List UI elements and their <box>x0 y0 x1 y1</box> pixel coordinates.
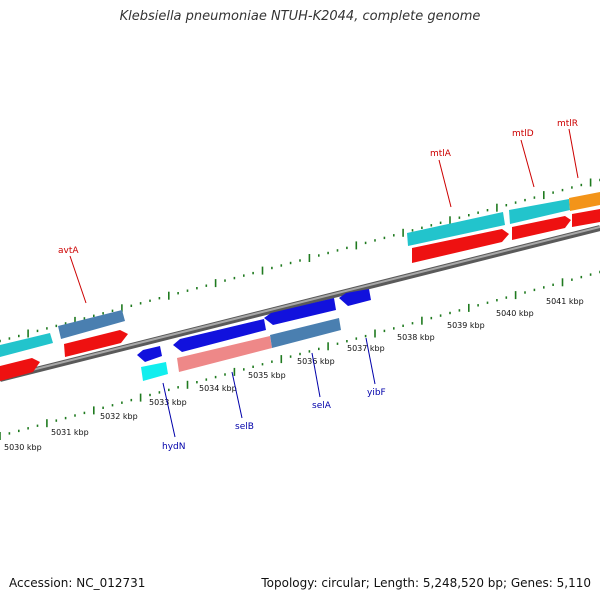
topology-text: Topology: circular; Length: 5,248,520 bp… <box>261 576 591 590</box>
cds-feature[interactable] <box>137 346 162 362</box>
cds-feature[interactable] <box>173 319 266 352</box>
gene-label-mtlA[interactable]: mtlA <box>430 149 452 159</box>
lower-scale-ticks <box>0 270 600 440</box>
gene-feature[interactable] <box>58 310 125 339</box>
gene-feature[interactable] <box>141 362 168 381</box>
gene-label-selA[interactable]: selA <box>312 401 332 411</box>
forward-gene-labels: avtA mtlA mtlD mtlR <box>58 119 579 304</box>
scale-label: 5033 kbp <box>149 398 187 407</box>
cds-feature[interactable] <box>64 330 128 357</box>
cds-feature[interactable] <box>339 289 371 306</box>
gene-feature[interactable] <box>569 192 600 211</box>
gene-label-avtA[interactable]: avtA <box>58 246 79 256</box>
gene-feature[interactable] <box>509 199 570 224</box>
forward-cds-track <box>0 209 600 381</box>
cds-feature[interactable] <box>572 209 600 227</box>
cds-feature[interactable] <box>412 229 509 263</box>
reverse-cds-track <box>137 289 371 362</box>
gene-label-hydN[interactable]: hydN <box>162 442 185 452</box>
forward-gene-track <box>0 192 600 357</box>
scale-label: 5038 kbp <box>397 333 435 342</box>
scale-label: 5035 kbp <box>248 371 286 380</box>
scale-labels: 5030 kbp 5031 kbp 5032 kbp 5033 kbp 5034… <box>4 297 584 452</box>
reverse-gene-labels: hydN selB selA yibF <box>162 337 386 452</box>
scale-label: 5039 kbp <box>447 321 485 330</box>
cds-feature[interactable] <box>0 358 40 381</box>
scale-label: 5031 kbp <box>51 428 89 437</box>
gene-feature[interactable] <box>0 333 53 357</box>
gene-label-selB[interactable]: selB <box>235 422 254 432</box>
map-title: Klebsiella pneumoniae NTUH-K2044, comple… <box>119 9 481 24</box>
scale-label: 5041 kbp <box>546 297 584 306</box>
scale-label: 5036 kbp <box>297 357 335 366</box>
cds-feature[interactable] <box>264 298 336 325</box>
genome-backbone <box>0 225 600 382</box>
scale-label: 5034 kbp <box>199 384 237 393</box>
gene-feature[interactable] <box>177 336 272 372</box>
gene-label-yibF[interactable]: yibF <box>367 388 386 398</box>
gene-label-mtlD[interactable]: mtlD <box>512 129 534 139</box>
gene-feature[interactable] <box>407 212 505 246</box>
scale-label: 5040 kbp <box>496 309 534 318</box>
scale-label: 5037 kbp <box>347 344 385 353</box>
cds-feature[interactable] <box>512 216 571 240</box>
reverse-gene-track <box>141 318 341 381</box>
gene-label-mtlR[interactable]: mtlR <box>557 119 578 129</box>
accession-text: Accession: NC_012731 <box>9 576 146 590</box>
upper-scale-ticks <box>0 178 600 343</box>
scale-label: 5030 kbp <box>4 443 42 452</box>
scale-label: 5032 kbp <box>100 412 138 421</box>
gene-feature[interactable] <box>270 318 341 348</box>
